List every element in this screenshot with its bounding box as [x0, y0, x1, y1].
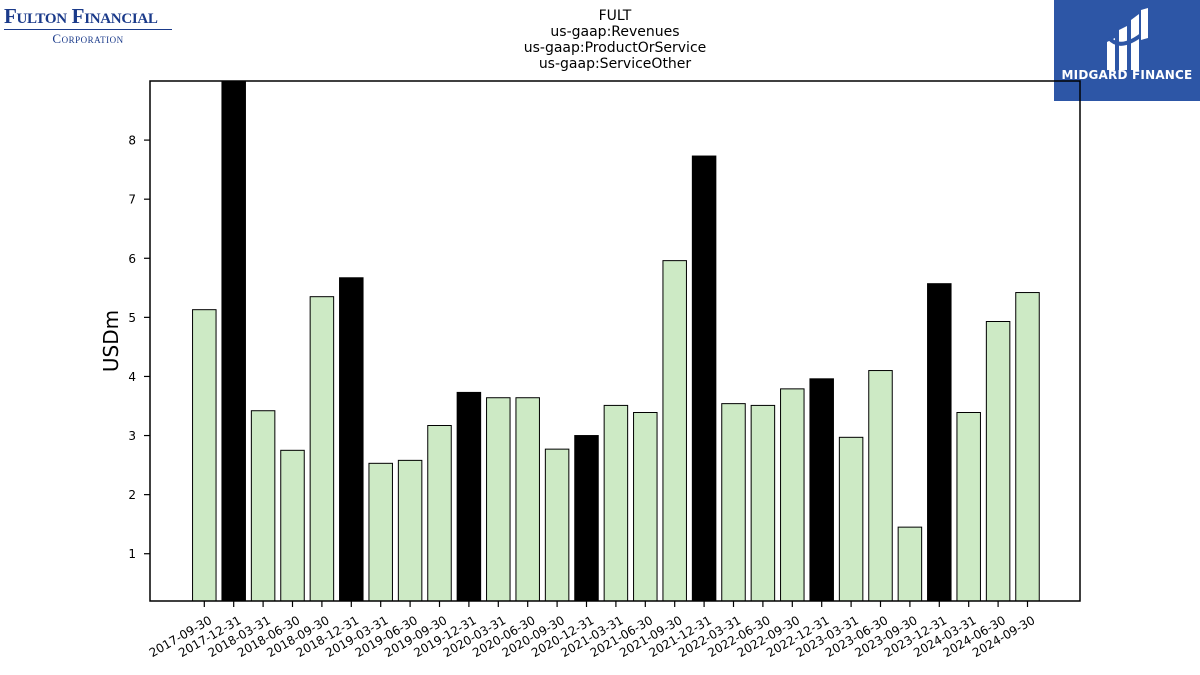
logo-left-line2: Corporation — [52, 31, 124, 46]
bar — [662, 260, 687, 602]
bar — [515, 397, 540, 602]
bar — [809, 378, 834, 602]
y-axis-label: USDm — [99, 310, 123, 372]
bar — [574, 435, 599, 602]
bar — [368, 462, 393, 602]
bar — [250, 410, 276, 602]
bar — [339, 277, 364, 602]
bar — [927, 283, 952, 602]
bar — [1015, 292, 1040, 602]
y-tick-label: 7 — [128, 193, 136, 207]
bar — [221, 80, 246, 602]
y-tick-label: 4 — [128, 370, 136, 384]
chart-title-line: us-gaap:ProductOrService — [524, 40, 707, 56]
chart-title: FULTus-gaap:Revenuesus-gaap:ProductOrSer… — [524, 8, 707, 72]
bar — [985, 321, 1011, 602]
bar — [868, 370, 893, 602]
chart-title-line: us-gaap:Revenues — [550, 24, 679, 40]
bar — [486, 397, 511, 602]
bar — [456, 391, 482, 602]
y-tick-label: 1 — [128, 547, 136, 561]
y-tick-label: 2 — [128, 488, 136, 502]
bar — [780, 388, 805, 602]
bar — [309, 296, 335, 602]
bar — [427, 425, 452, 602]
fulton-financial-logo: Fulton Financial Corporation — [4, 4, 176, 46]
bar — [838, 436, 864, 602]
logo-right-text: MIDGARD FINANCE — [1061, 68, 1193, 82]
logo-left-line1: Fulton Financial — [4, 4, 158, 28]
y-tick-label: 5 — [128, 311, 136, 325]
bar — [750, 404, 776, 602]
midgard-finance-logo: MIDGARD FINANCE — [1054, 0, 1200, 101]
y-tick-label: 8 — [128, 134, 136, 148]
plot-frame — [149, 80, 1081, 602]
bar — [397, 459, 423, 602]
bar — [544, 448, 570, 602]
chart-title-line: us-gaap:ServiceOther — [539, 56, 692, 72]
bar — [691, 155, 717, 602]
midgard-mark-icon — [1107, 8, 1148, 70]
x-axis-ticks: 2017-09-302017-12-312018-03-312018-06-30… — [147, 601, 1037, 660]
y-tick-label: 6 — [128, 252, 136, 266]
y-tick-label: 3 — [128, 429, 136, 443]
bar — [192, 309, 217, 602]
bar — [897, 526, 923, 602]
bar — [633, 412, 658, 602]
bar — [956, 412, 981, 602]
chart-title-line: FULT — [599, 8, 632, 24]
bar — [721, 403, 746, 602]
logo-left-rule — [4, 29, 172, 30]
bars — [192, 80, 1040, 602]
y-axis-ticks: 1 2 3 4 5 6 7 8 — [128, 134, 150, 561]
bar — [280, 449, 305, 602]
bar — [603, 404, 629, 602]
